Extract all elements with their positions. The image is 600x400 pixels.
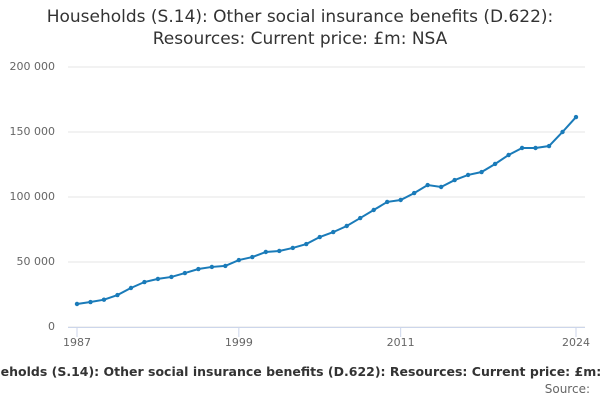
data-point	[560, 129, 565, 135]
data-point	[290, 245, 295, 251]
data-point	[209, 264, 215, 270]
data-point	[465, 172, 471, 178]
data-point	[533, 145, 538, 151]
x-tick-label: 2011	[387, 336, 415, 349]
data-point	[88, 299, 93, 305]
data-point	[250, 254, 255, 260]
x-tick-label: 1999	[225, 336, 253, 349]
data-point	[182, 270, 188, 276]
data-point	[411, 190, 417, 196]
chart-title: Households (S.14): Other social insuranc…	[0, 6, 600, 50]
data-point	[128, 285, 134, 291]
y-tick-label: 0	[48, 320, 55, 333]
data-point	[479, 169, 484, 175]
data-point	[344, 223, 349, 229]
y-tick-label: 100 000	[10, 190, 56, 203]
data-point	[155, 276, 161, 282]
data-point	[115, 292, 120, 298]
source: Source:	[544, 382, 590, 396]
title-line: Households (S.14): Other social insuranc…	[46, 7, 554, 27]
data-point	[358, 215, 363, 221]
y-tick-label: 50 000	[17, 255, 56, 268]
caption: Households (S.14): Other social insuranc…	[0, 364, 600, 379]
data-point	[492, 161, 498, 167]
data-point	[425, 182, 430, 188]
data-point	[101, 297, 107, 302]
data-point	[277, 248, 282, 254]
data-point	[398, 197, 403, 203]
data-point	[196, 266, 201, 272]
data-point	[317, 234, 322, 240]
data-point	[519, 145, 525, 151]
data-point	[304, 241, 309, 247]
y-tick-label: 150 000	[10, 125, 56, 138]
data-point	[236, 257, 242, 263]
data-point	[573, 114, 579, 120]
data-point	[384, 199, 390, 205]
data-point	[452, 177, 457, 183]
data-line	[76, 116, 577, 305]
x-tick-label: 1987	[63, 336, 91, 349]
data-point	[331, 229, 336, 235]
data-point	[169, 274, 174, 280]
data-point	[263, 249, 269, 255]
data-point	[74, 301, 80, 307]
data-point	[371, 207, 376, 213]
data-point	[142, 279, 147, 285]
y-tick-label: 200 000	[10, 60, 56, 73]
data-point	[506, 152, 511, 158]
data-point	[223, 263, 228, 269]
data-point	[438, 184, 444, 190]
data-point	[546, 143, 552, 149]
x-tick-label: 2024	[562, 336, 590, 349]
title-line: Resources: Current price: £m: NSA	[152, 29, 448, 49]
